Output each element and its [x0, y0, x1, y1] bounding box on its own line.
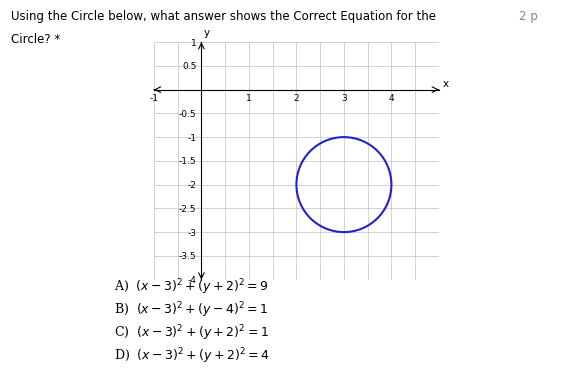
Text: D)  $(x-3)^2+(y+2)^2=4$: D) $(x-3)^2+(y+2)^2=4$ [114, 346, 270, 366]
Text: 2 p: 2 p [519, 10, 538, 23]
Text: A)  $(x-3)^2+(y+2)^2=9$: A) $(x-3)^2+(y+2)^2=9$ [114, 277, 268, 297]
Text: C)  $(x-3)^2+(y+2)^2=1$: C) $(x-3)^2+(y+2)^2=1$ [114, 323, 269, 343]
Text: Circle? *: Circle? * [11, 33, 60, 46]
Text: y: y [204, 28, 210, 38]
Text: B)  $(x-3)^2+(y-4)^2=1$: B) $(x-3)^2+(y-4)^2=1$ [114, 300, 268, 320]
Text: x: x [443, 79, 449, 89]
Text: Using the Circle below, what answer shows the Correct Equation for the: Using the Circle below, what answer show… [11, 10, 437, 23]
